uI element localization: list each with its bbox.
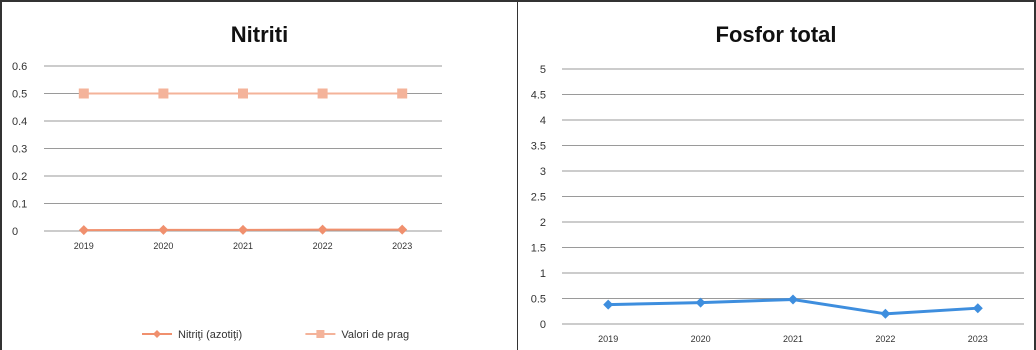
x-tick-label: 2023 — [968, 334, 988, 344]
chart-panel-fosfor-total: Fosfor total 0 0.5 1 1.5 2 2.5 3 3.5 4 4.5 5 2019 20… — [518, 0, 1036, 350]
y-tick-label: 3 — [540, 166, 546, 178]
x-tick-label: 2022 — [313, 241, 333, 251]
y-tick-label: 2 — [540, 217, 546, 229]
x-tick-label: 2019 — [598, 334, 618, 344]
x-tick-label: 2021 — [783, 334, 803, 344]
data-point — [603, 299, 614, 310]
x-tick-label: 2019 — [74, 241, 94, 251]
x-tick-label: 2020 — [153, 241, 173, 251]
y-tick-label: 0 — [540, 319, 546, 331]
x-tick-label: 2020 — [691, 334, 711, 344]
data-point — [788, 294, 798, 305]
y-tick-label: 0.5 — [12, 89, 27, 101]
data-point — [695, 297, 706, 308]
y-tick-label: 2.5 — [531, 192, 546, 204]
data-point — [397, 224, 408, 235]
chart-title: Fosfor total — [715, 22, 837, 47]
y-tick-label: 0.6 — [12, 61, 27, 73]
x-tick-label: 2023 — [392, 241, 412, 251]
x-tick-label: 2021 — [233, 241, 253, 251]
y-tick-label: 3.5 — [531, 141, 546, 153]
legend-marker — [316, 330, 325, 338]
y-tick-label: 0.1 — [12, 199, 27, 211]
data-point — [397, 88, 408, 99]
y-tick-label: 0.3 — [12, 144, 27, 156]
data-point — [158, 224, 169, 235]
y-tick-label: 0 — [12, 226, 18, 238]
y-tick-label: 0.4 — [12, 116, 27, 128]
data-point — [972, 303, 983, 314]
legend-marker — [153, 330, 161, 338]
y-tick-label: 5 — [540, 64, 546, 76]
chart-nitriti: 0 0.1 0.2 0.3 0.4 0.5 0.6 2019 2020 2021 2022 2023 N… — [12, 61, 442, 341]
chart-fosfor-total: 0 0.5 1 1.5 2 2.5 3 3.5 4 4.5 5 2019 2020 2021 2022 202… — [531, 64, 1024, 344]
y-tick-label: 4.5 — [531, 90, 546, 102]
data-point — [880, 308, 891, 319]
data-point — [317, 88, 328, 99]
chart-panel-nitriti: Nitriti 0 0.1 0.2 0.3 0.4 0.5 0.6 2019 2020 2021 2… — [0, 0, 518, 350]
data-point — [78, 225, 89, 236]
y-tick-label: 4 — [540, 115, 546, 127]
data-point — [78, 88, 89, 99]
legend-label: Nitriţi (azotiţi) — [178, 329, 242, 341]
data-point — [317, 224, 328, 235]
data-point — [158, 88, 169, 99]
y-tick-label: 0.2 — [12, 171, 27, 183]
y-tick-label: 1 — [540, 268, 546, 280]
legend-label: Valori de prag — [341, 329, 409, 341]
x-tick-label: 2022 — [875, 334, 895, 344]
y-tick-label: 1.5 — [531, 243, 546, 255]
data-point — [238, 88, 248, 99]
y-tick-label: 0.5 — [531, 294, 546, 306]
data-point — [238, 224, 248, 235]
chart-title: Nitriti — [230, 22, 289, 47]
